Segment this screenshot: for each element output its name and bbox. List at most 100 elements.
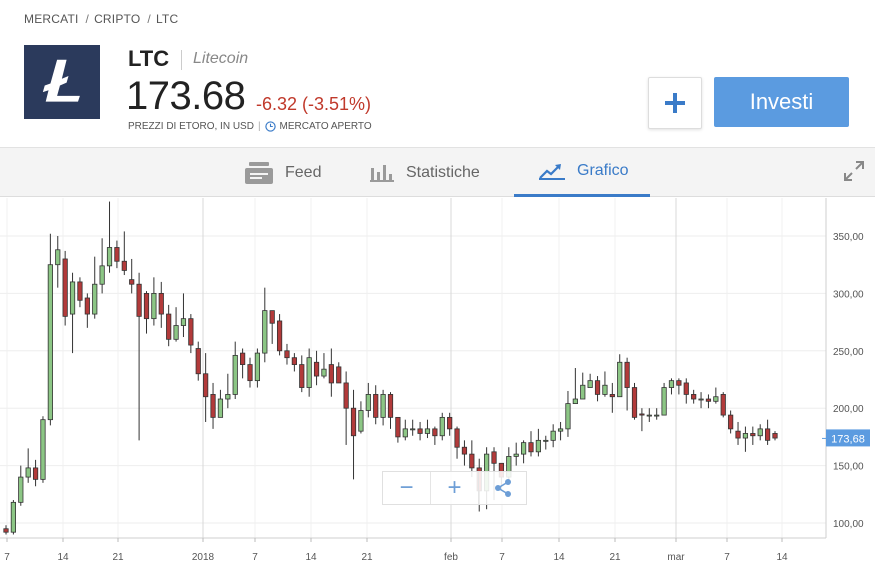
candle [742, 426, 749, 452]
chart-line-icon [539, 162, 565, 180]
candle [188, 314, 194, 354]
candle [624, 357, 630, 411]
candle [617, 354, 623, 398]
x-tick-label: mar [667, 552, 685, 563]
candle [40, 416, 46, 483]
price-info: PREZZI DI ETORO, IN USD | MERCATO APERTO [128, 121, 372, 132]
y-tick-label: 300,00 [833, 289, 864, 300]
candle [550, 424, 556, 448]
candle [358, 401, 364, 434]
candle [106, 201, 113, 273]
candle [543, 435, 549, 450]
candle [10, 500, 16, 535]
candle [203, 353, 209, 422]
x-tick-label: 14 [305, 552, 317, 563]
add-to-watchlist-button[interactable] [648, 77, 702, 129]
x-tick-label: 14 [57, 552, 69, 563]
candle [454, 426, 460, 459]
y-tick-label: 250,00 [833, 347, 864, 358]
candle [535, 428, 541, 457]
candle [173, 307, 179, 342]
candle [587, 373, 593, 388]
price-source: PREZZI DI ETORO, IN USD [128, 121, 254, 132]
plus-icon [665, 93, 685, 113]
tab-chart-label: Grafico [577, 162, 629, 179]
candle [631, 382, 638, 420]
candle [276, 314, 283, 356]
candle [720, 392, 726, 418]
candle [765, 419, 771, 445]
candle [343, 371, 349, 445]
candle [639, 408, 645, 432]
candle [262, 287, 268, 363]
y-tick-label: 150,00 [833, 462, 864, 473]
x-tick-label: 2018 [192, 552, 215, 563]
candle [225, 373, 231, 409]
candle [668, 378, 675, 395]
breadcrumb-separator: / [147, 12, 151, 26]
x-tick-label: 7 [252, 552, 258, 563]
candle [25, 448, 31, 483]
x-tick-label: 7 [4, 552, 10, 563]
candle [565, 390, 571, 437]
candle [210, 382, 216, 429]
fullscreen-button[interactable] [843, 160, 865, 187]
share-button[interactable] [478, 472, 526, 504]
candle [609, 382, 615, 413]
breadcrumb-crypto[interactable]: CRIPTO [94, 12, 141, 26]
zoom-out-icon: − [399, 474, 414, 501]
x-tick-label: 14 [776, 552, 788, 563]
candle [750, 426, 756, 445]
candle [402, 419, 408, 441]
candle [439, 412, 445, 441]
asset-ticker: LTC [128, 46, 170, 71]
candle [757, 424, 763, 441]
candle [447, 412, 453, 436]
candle [602, 371, 608, 397]
candle [676, 378, 682, 395]
candle [84, 293, 90, 328]
tab-chart[interactable]: Grafico [514, 148, 650, 197]
tab-feed[interactable]: Feed [245, 148, 321, 197]
current-price-label: 173,68 [831, 433, 865, 445]
candle [114, 240, 120, 269]
zoom-out-button[interactable]: − [383, 472, 430, 504]
candle [121, 231, 127, 276]
candle [180, 293, 187, 338]
current-price-badge [826, 429, 870, 447]
candle [513, 442, 519, 466]
candle [683, 378, 689, 404]
candle [387, 392, 394, 429]
candle [321, 353, 327, 379]
candle [557, 421, 564, 441]
breadcrumb-markets[interactable]: MERCATI [24, 12, 79, 26]
asset-price: 173.68 [126, 74, 246, 118]
candle [572, 368, 578, 405]
ticker-divider [181, 50, 182, 70]
candle [55, 236, 61, 288]
candle [380, 389, 386, 426]
candle [232, 341, 238, 400]
price-change: -6.32 (-3.51%) [256, 94, 372, 114]
candle [254, 348, 261, 388]
share-icon [494, 479, 511, 497]
candle [143, 291, 150, 334]
invest-button[interactable]: Investi [714, 77, 849, 127]
zoom-in-button[interactable]: + [430, 472, 478, 504]
candle [18, 465, 24, 506]
candle [240, 348, 246, 379]
candle [410, 419, 416, 436]
stats-bar-icon [370, 164, 394, 182]
candle [299, 355, 305, 393]
candle [32, 459, 39, 487]
candle [247, 357, 253, 388]
candle [313, 350, 320, 386]
x-tick-label: feb [444, 552, 458, 563]
chart-controls: − + [382, 471, 527, 505]
tab-statistics[interactable]: Statistiche [370, 148, 480, 197]
candle [373, 385, 379, 425]
candle [158, 281, 164, 328]
price-chart[interactable]: 350,00 300,00 250,00 200,00 150,00 100,00 173,… [0, 198, 875, 572]
zoom-in-icon: + [447, 474, 462, 501]
market-status: MERCATO APERTO [279, 121, 372, 132]
